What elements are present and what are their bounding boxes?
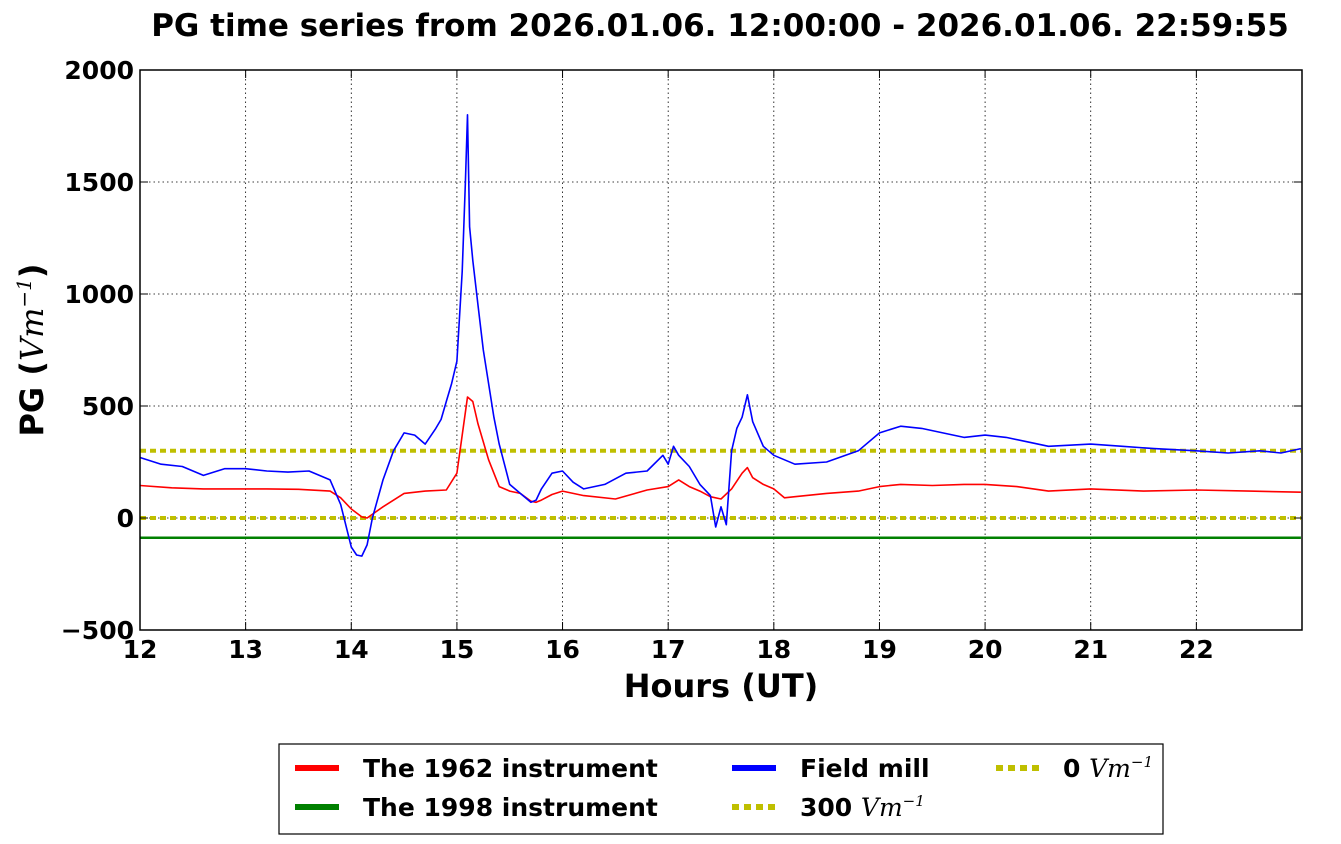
series-line (139, 396, 1301, 519)
x-tick-label: 14 (334, 635, 369, 664)
x-tick-label: 16 (545, 635, 580, 664)
series-line (139, 114, 1302, 557)
axis-ticks: 12 13 14 15 16 17 18 19 20 21 22 −500 0 500 1000 1500 20… (61, 56, 1302, 664)
x-tick-label: 19 (862, 635, 897, 664)
y-axis-label-unit: Vm (13, 308, 51, 361)
legend: The 1962 instrument The 1998 instrument Fi… (278, 743, 1164, 835)
legend-label: 300 Vm−1 (800, 792, 925, 822)
x-tick-label: 12 (123, 635, 158, 664)
legend-label: The 1962 instrument (363, 754, 658, 783)
legend-label: 0 Vm−1 (1063, 753, 1153, 783)
x-tick-label: 17 (651, 635, 686, 664)
x-tick-label: 21 (1073, 635, 1108, 664)
grid (140, 70, 1302, 630)
y-axis-label-exponent: −1 (12, 278, 36, 307)
x-tick-label: 22 (1179, 635, 1214, 664)
legend-label: Field mill (800, 754, 930, 783)
y-tick-label: 500 (82, 392, 134, 421)
y-tick-label: 1000 (64, 280, 134, 309)
legend-box (278, 743, 1164, 835)
x-tick-label: 15 (440, 635, 475, 664)
y-tick-label: 0 (117, 504, 134, 533)
y-tick-label: 2000 (64, 56, 134, 85)
x-tick-label: 18 (756, 635, 791, 664)
y-tick-label: 1500 (64, 168, 134, 197)
x-tick-label: 20 (968, 635, 1003, 664)
y-axis-label-text: PG ( (13, 361, 51, 436)
plot-frame (139, 69, 1303, 631)
legend-label: The 1998 instrument (363, 793, 658, 822)
y-axis-label: PG (Vm−1) (12, 263, 51, 436)
y-tick-label: −500 (61, 616, 134, 645)
chart-title: PG time series from 2026.01.06. 12:00:00… (151, 8, 1289, 44)
y-axis-label-close: ) (13, 263, 51, 278)
x-tick-label: 13 (228, 635, 263, 664)
series-layer (139, 114, 1302, 557)
x-axis-label: Hours (UT) (624, 667, 819, 705)
